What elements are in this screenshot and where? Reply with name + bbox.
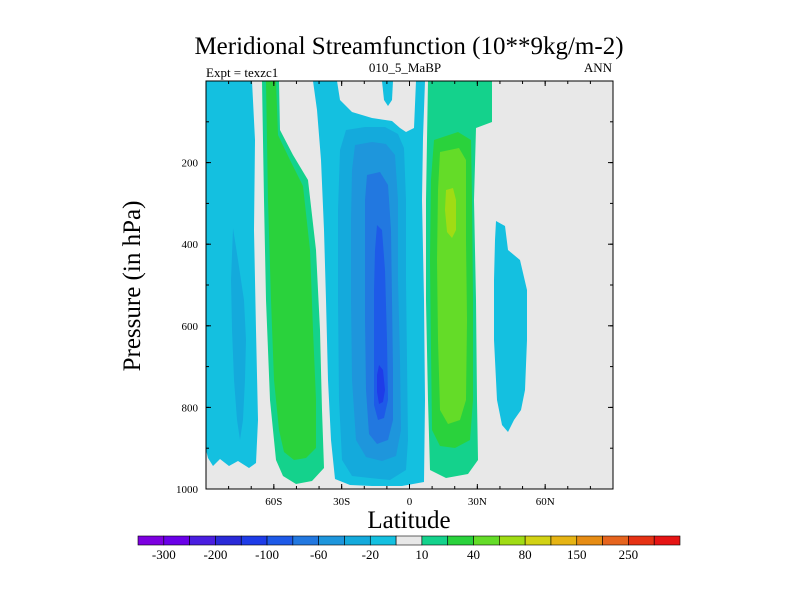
colorbar-label: -100 (255, 547, 279, 562)
colorbar-swatch (369, 535, 397, 546)
x-axis: 60S 30S 0 30N 60N (205, 81, 614, 508)
x-tick-label: 30N (468, 496, 487, 508)
y-axis: 200 400 600 800 1000 (176, 80, 613, 496)
colorbar-swatch (447, 535, 474, 546)
colorbar-label: 250 (619, 547, 639, 562)
x-axis-label: Latitude (367, 507, 450, 534)
colorbar-swatch (395, 535, 423, 546)
period-label: 010_5_MaBP (369, 60, 441, 75)
colorbar-swatch (189, 535, 216, 546)
contour-top-lobe (382, 81, 393, 106)
colorbar-swatch (137, 535, 165, 546)
colorbar-swatch (550, 535, 578, 546)
x-tick-label: 0 (407, 496, 413, 508)
colorbar-label: 10 (415, 547, 428, 562)
colorbar-swatch (628, 535, 655, 546)
colorbar-label: -60 (310, 547, 327, 562)
y-tick-label: 1000 (176, 484, 199, 496)
x-tick-label: 30S (333, 496, 350, 508)
x-tick-label: 60N (536, 496, 555, 508)
colorbar-swatch (576, 535, 603, 546)
y-tick-label: 800 (182, 402, 199, 414)
colorbar-label: -20 (362, 547, 379, 562)
contour-hadley-nh-core (445, 188, 456, 238)
colorbar-swatch (266, 535, 294, 546)
contour-fills (206, 81, 527, 486)
colorbar-label: 80 (519, 547, 532, 562)
colorbar-swatch (344, 535, 371, 546)
contour-hadley-sh-core (377, 365, 385, 404)
colorbar-label: 150 (567, 547, 587, 562)
colorbar-swatch (421, 535, 449, 546)
colorbar-swatch (524, 535, 552, 546)
contour-sh-ferrel-inner (266, 81, 316, 460)
colorbar-swatch (215, 535, 242, 546)
chart-title: Meridional Streamfunction (10**9kg/m-2) (194, 33, 623, 60)
season-label: ANN (584, 60, 613, 75)
y-tick-label: 200 (182, 158, 199, 170)
colorbar-swatch (240, 535, 268, 546)
y-tick-label: 600 (182, 321, 199, 333)
colorbar-swatch (473, 535, 500, 546)
x-tick-label: 60S (265, 496, 282, 508)
colorbar-swatch (163, 535, 190, 546)
contour-nh-ferrel (494, 221, 527, 432)
colorbar-swatch (602, 535, 629, 546)
contour-hadley-sh-5 (374, 225, 388, 420)
colorbar-swatch (292, 535, 319, 546)
colorbar-label: -200 (204, 547, 228, 562)
colorbar-swatch (653, 535, 681, 546)
y-axis-label: Pressure (in hPa) (119, 201, 146, 372)
colorbar-swatch (318, 535, 345, 546)
colorbar: -300 -200 -100 -60 -20 10 40 80 150 250 (137, 535, 681, 562)
experiment-label: Expt = texzc1 (206, 65, 278, 80)
colorbar-swatch (499, 535, 526, 546)
contour-hadley-nh-3 (437, 148, 467, 424)
colorbar-label: -300 (152, 547, 176, 562)
y-tick-label: 400 (182, 239, 199, 251)
plot-area (205, 80, 614, 490)
contour-sh-polar-inner (231, 228, 246, 440)
colorbar-label: 40 (467, 547, 480, 562)
